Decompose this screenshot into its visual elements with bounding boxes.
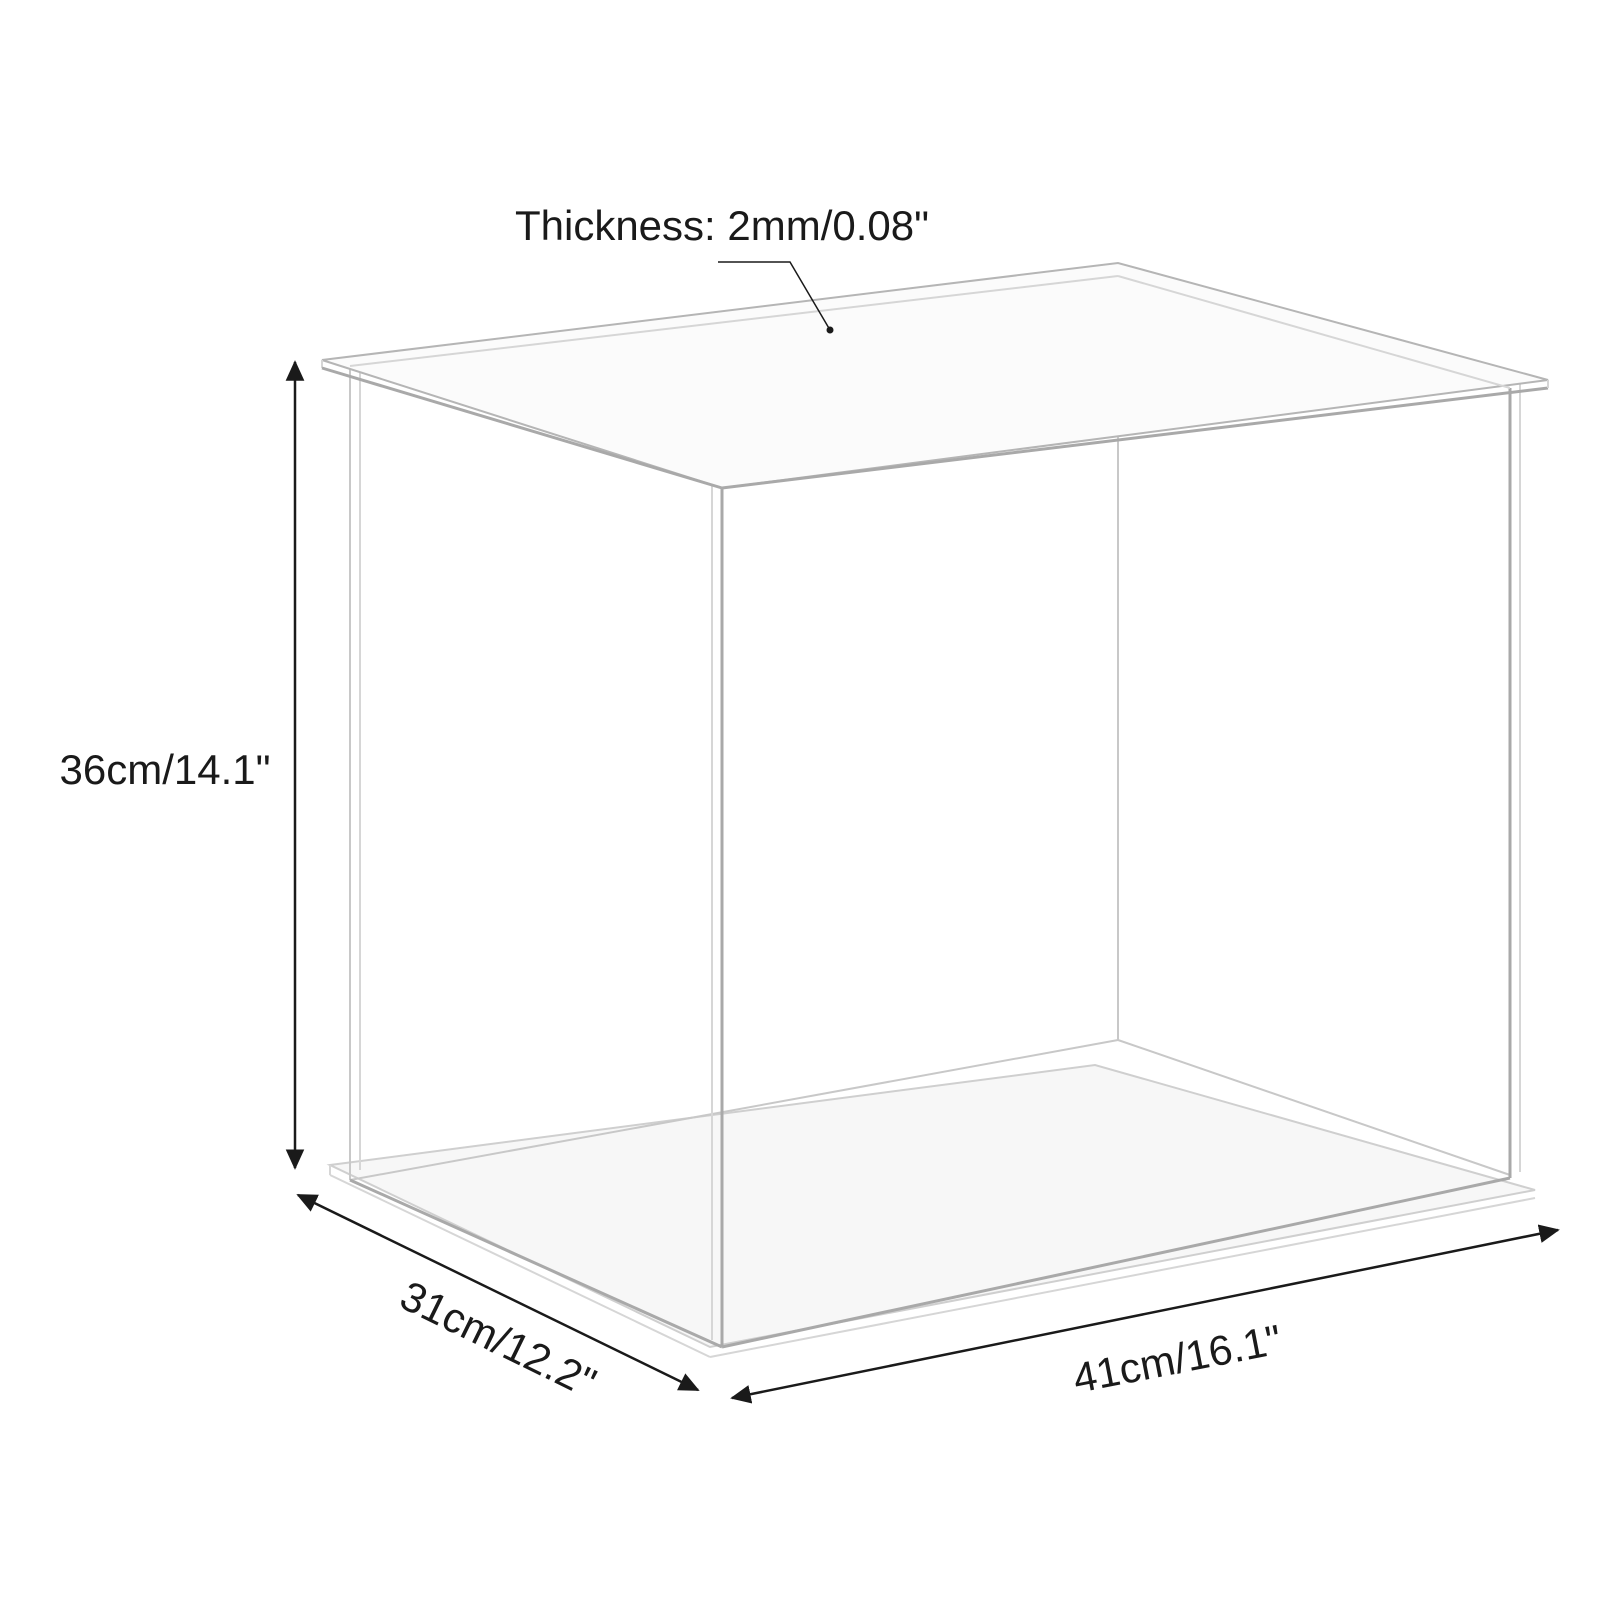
width-dimension-line	[730, 1224, 1560, 1404]
depth-dimension-line	[296, 1193, 700, 1392]
thickness-leader-dot	[826, 326, 834, 334]
base-plate	[326, 1063, 1536, 1349]
thickness-leader-line	[718, 261, 831, 331]
width-label: 41cm/16.1"	[1069, 1316, 1285, 1402]
height-dimension: 36cm/14.1"	[59, 360, 305, 1170]
back-bottom-right-edge	[1117, 1039, 1511, 1176]
height-label: 36cm/14.1"	[59, 746, 270, 793]
thickness-callout: Thickness: 2mm/0.08"	[515, 202, 929, 334]
acrylic-box	[321, 261, 1549, 1358]
thickness-label: Thickness: 2mm/0.08"	[515, 202, 929, 249]
back-bottom-left-edge	[349, 1039, 1119, 1181]
